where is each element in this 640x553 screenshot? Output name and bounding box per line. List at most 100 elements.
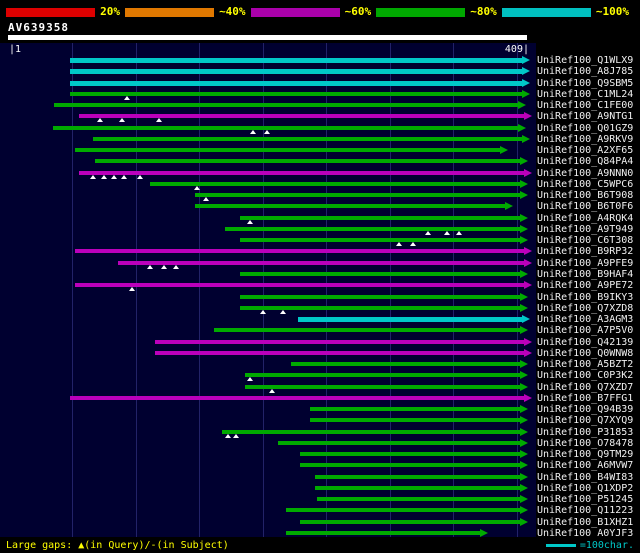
hit-label[interactable]: UniRef100_A4RQK4 <box>537 212 634 224</box>
hit-bar[interactable] <box>299 463 521 468</box>
hit-bar[interactable] <box>69 395 525 400</box>
hit-label[interactable]: UniRef100_B9IKY3 <box>537 291 634 303</box>
hit-label[interactable]: UniRef100_C1ML24 <box>537 88 634 100</box>
hit-label[interactable]: UniRef100_Q7XZD7 <box>537 381 634 393</box>
hit-label[interactable]: UniRef100_Q0WNW8 <box>537 347 634 359</box>
hit-bar[interactable] <box>239 294 521 299</box>
hit-bar[interactable] <box>277 440 521 445</box>
hit-label[interactable]: UniRef100_A7P5V0 <box>537 325 634 337</box>
hit-bar[interactable] <box>69 69 522 75</box>
hit-bar[interactable] <box>69 91 522 96</box>
hit-label[interactable]: UniRef100_A9T949 <box>537 223 634 235</box>
hit-bar[interactable] <box>149 181 521 186</box>
hit-bar[interactable] <box>317 497 521 502</box>
hit-label[interactable]: UniRef100_A9NNN0 <box>537 167 634 179</box>
hit-bar[interactable] <box>290 362 521 366</box>
hit-label[interactable]: UniRef100_A0YJF3 <box>537 527 634 539</box>
hit-bar[interactable] <box>285 508 521 513</box>
hit-label[interactable]: UniRef100_C1FE00 <box>537 100 634 111</box>
hit-label[interactable]: UniRef100_P51245 <box>537 494 634 506</box>
hit-bar[interactable] <box>314 474 521 479</box>
hit-label[interactable]: UniRef100_A2XF65 <box>537 145 634 157</box>
hit-label[interactable]: UniRef100_Q7XZD8 <box>537 302 634 314</box>
hit-label[interactable]: UniRef100_Q01GZ9 <box>537 122 634 134</box>
hit-bar[interactable] <box>53 125 518 130</box>
hit-label[interactable]: UniRef100_B1XHZ1 <box>537 516 634 528</box>
hit-bar[interactable] <box>244 384 521 389</box>
hit-bar[interactable] <box>309 407 521 412</box>
hit-label[interactable]: UniRef100_A6MVW7 <box>537 460 634 472</box>
hit-label[interactable]: UniRef100_A3AGM3 <box>537 314 634 325</box>
hit-bar[interactable] <box>239 271 521 276</box>
hit-bar[interactable] <box>195 204 506 209</box>
hit-label[interactable]: UniRef100_B9RP32 <box>537 246 634 258</box>
hit-label[interactable]: UniRef100_Q11223 <box>537 505 634 517</box>
scale-label: 20% <box>100 5 120 18</box>
hit-bar[interactable] <box>244 373 521 378</box>
query-gap-marker-icon <box>443 230 450 235</box>
hit-bar[interactable] <box>154 339 525 344</box>
hit-label[interactable]: UniRef100_Q9SBM5 <box>537 77 634 89</box>
hit-label[interactable]: UniRef100_A9RKV9 <box>537 133 634 145</box>
hit-bar[interactable] <box>69 80 522 86</box>
hit-label[interactable]: UniRef100_C6T308 <box>537 235 634 247</box>
hit-label[interactable]: UniRef100_Q7XYQ9 <box>537 415 634 427</box>
hit-bar[interactable] <box>69 58 522 63</box>
hit-label[interactable]: UniRef100_B4WI83 <box>537 471 634 483</box>
hit-label[interactable]: UniRef100_A9PFE9 <box>537 257 634 269</box>
hit-bar-arrowhead-icon <box>520 517 529 526</box>
query-gap-marker-icon <box>424 230 431 235</box>
hit-bar[interactable] <box>78 170 525 175</box>
hit-label[interactable]: UniRef100_Q84PA4 <box>537 156 634 168</box>
hit-bar-arrowhead-icon <box>520 472 529 481</box>
hit-bar[interactable] <box>298 317 522 322</box>
hit-bar[interactable] <box>299 452 521 457</box>
hit-bar[interactable] <box>239 215 521 220</box>
hit-label[interactable]: UniRef100_O78478 <box>537 437 634 449</box>
hit-bar[interactable] <box>285 530 480 535</box>
hit-label[interactable]: UniRef100_Q1WLX9 <box>537 55 634 66</box>
hit-bar[interactable] <box>74 148 501 153</box>
hit-label[interactable]: UniRef100_A9PE72 <box>537 280 634 292</box>
query-gap-marker-icon <box>121 174 128 179</box>
hit-label[interactable]: UniRef100_P31853 <box>537 426 634 438</box>
hit-label[interactable]: UniRef100_B6T908 <box>537 190 634 202</box>
hit-bar[interactable] <box>117 260 525 265</box>
query-gap-marker-icon <box>249 129 256 134</box>
hit-bar[interactable] <box>154 350 525 355</box>
hit-label[interactable]: UniRef100_C0P3K2 <box>537 370 634 382</box>
hit-bar[interactable] <box>299 519 521 524</box>
hit-bar-arrowhead-icon <box>520 382 529 391</box>
hit-bar[interactable] <box>314 485 521 490</box>
hit-bar-arrowhead-icon <box>517 101 526 109</box>
hit-bar[interactable] <box>222 429 521 434</box>
hit-bar[interactable] <box>239 305 521 310</box>
hit-bar-arrowhead-icon <box>520 506 529 515</box>
hit-bar[interactable] <box>224 226 521 231</box>
hit-bar[interactable] <box>74 283 525 288</box>
hit-label[interactable]: UniRef100_B7FFG1 <box>537 392 634 404</box>
hit-label[interactable]: UniRef100_A8J785 <box>537 66 634 78</box>
hit-label[interactable]: UniRef100_A5BZT2 <box>537 359 634 370</box>
hit-label[interactable]: UniRef100_A9NTG1 <box>537 111 634 123</box>
hit-label[interactable]: UniRef100_Q9TM29 <box>537 449 634 461</box>
hit-bar-arrowhead-icon <box>517 123 526 132</box>
hit-bar[interactable] <box>92 136 522 141</box>
hit-bar[interactable] <box>95 159 521 164</box>
hit-label[interactable]: UniRef100_C5WPC6 <box>537 178 634 190</box>
hit-bar[interactable] <box>78 114 525 119</box>
hit-bar[interactable] <box>74 249 525 254</box>
hit-label[interactable]: UniRef100_B9HAF4 <box>537 268 634 280</box>
query-gap-marker-icon <box>280 309 286 314</box>
hit-label[interactable]: UniRef100_Q42139 <box>537 336 634 348</box>
hit-bar[interactable] <box>309 418 521 423</box>
hit-bar[interactable] <box>239 238 521 243</box>
hit-label[interactable]: UniRef100_Q1XDP2 <box>537 482 634 494</box>
hit-bar[interactable] <box>54 103 518 107</box>
gridline <box>326 43 328 537</box>
hit-label[interactable]: UniRef100_Q94B39 <box>537 404 634 416</box>
hit-bar-arrowhead-icon <box>520 483 529 492</box>
hit-bar[interactable] <box>214 328 521 333</box>
hit-label[interactable]: UniRef100_B6T0F6 <box>537 201 634 213</box>
hit-bar[interactable] <box>195 193 521 198</box>
